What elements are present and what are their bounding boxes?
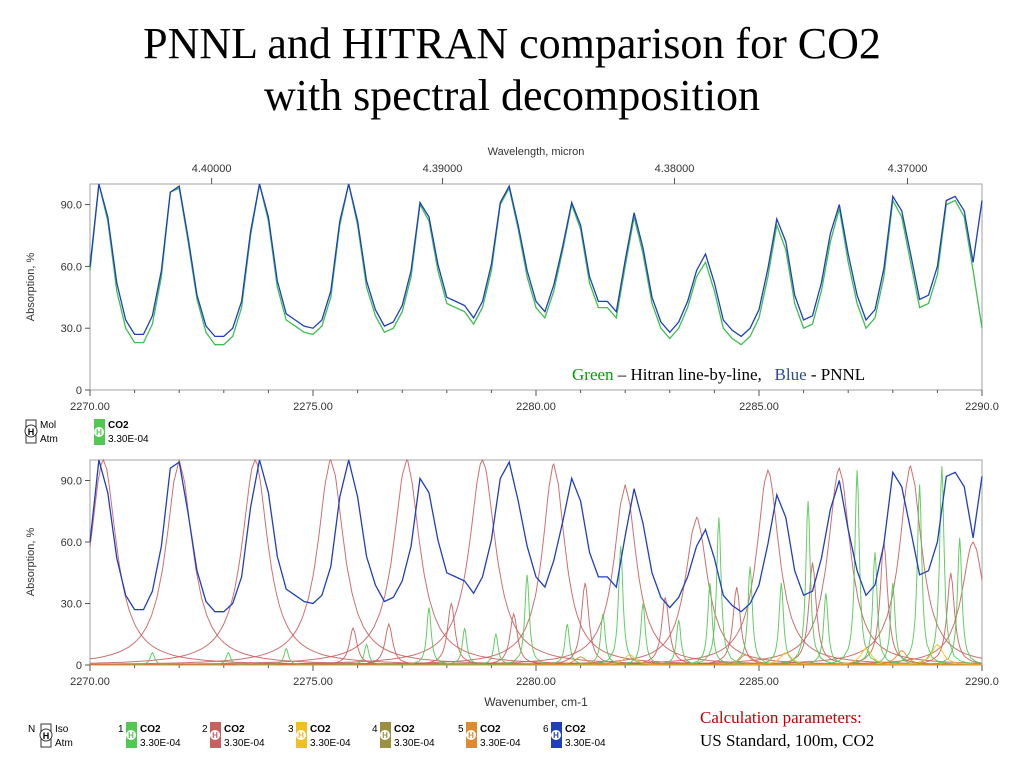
green-legend-word: Green xyxy=(572,365,614,384)
n-label: N xyxy=(28,724,35,735)
isotope-badge-icon xyxy=(296,730,306,740)
top-species-name: CO2 xyxy=(108,420,129,431)
x-tick-label: 2280.00 xyxy=(516,676,556,688)
isotope-species: CO2 xyxy=(140,724,161,735)
isotope-badge-icon xyxy=(210,730,220,740)
isotope-legend: N H Iso Atm 1HCO23.30E-042HCO23.30E-043H… xyxy=(28,722,606,749)
calc-title: Calculation parameters: xyxy=(700,708,862,727)
isotope-number: 3 xyxy=(288,724,294,735)
bottom-series-lines xyxy=(89,458,983,666)
wavelength-tick-label: 4.38000 xyxy=(655,163,695,175)
blue-legend-text: - PNNL xyxy=(806,365,866,384)
top-wavelength-ticks: 4.40000 4.39000 4.38000 4.37000 xyxy=(192,163,928,184)
y-tick-label: 30.0 xyxy=(61,599,82,611)
y-tick-label: 60.0 xyxy=(61,261,82,273)
isotope-badge-letter: H xyxy=(298,731,304,740)
atm-label: Atm xyxy=(40,434,58,445)
calculation-parameters: Calculation parameters: US Standard, 100… xyxy=(700,706,874,752)
top-header-badge: H xyxy=(28,427,35,437)
isotope-conc: 3.30E-04 xyxy=(394,738,435,749)
y-tick-label: 60.0 xyxy=(61,537,82,549)
isotope-badge-icon xyxy=(126,730,136,740)
x-tick-label: 2270.00 xyxy=(70,676,110,688)
calc-text: US Standard, 100m, CO2 xyxy=(700,731,875,750)
bottom-plot-area xyxy=(89,459,983,666)
green-legend-text: – Hitran line-by-line, xyxy=(613,365,762,384)
isotope-badge-letter: H xyxy=(553,731,559,740)
isotope-species: CO2 xyxy=(480,724,501,735)
wavelength-tick-label: 4.37000 xyxy=(888,163,928,175)
hitran-series-line xyxy=(89,183,983,346)
x-tick-label: 2280.00 xyxy=(516,401,556,413)
x-tick-label: 2285.00 xyxy=(739,676,779,688)
bottom-y-axis-label: Absorption, % xyxy=(25,528,37,597)
x-tick-label: 2290.0 xyxy=(965,401,999,413)
bottom-header-badge: H xyxy=(43,731,50,741)
isotope-species: CO2 xyxy=(310,724,331,735)
isotope-species: CO2 xyxy=(565,724,586,735)
bottom-atm-label: Atm xyxy=(55,738,73,749)
isotope-species: CO2 xyxy=(224,724,245,735)
isotope-conc: 3.30E-04 xyxy=(140,738,181,749)
co2-badge-letter: H xyxy=(96,428,102,437)
mol-label: Mol xyxy=(40,420,56,431)
isotope-badge-icon xyxy=(551,730,561,740)
top-chart-panel: Wavelength, micron 4.40000 4.39000 4.38000… xyxy=(25,146,999,413)
title-line-1: PNNL and HITRAN comparison for CO2 xyxy=(143,19,881,68)
x-tick-label: 2275.00 xyxy=(293,676,333,688)
top-x-ticks: 2270.00 2275.00 2280.00 2285.00 2290.0 xyxy=(70,390,999,413)
hitran-badge-icon xyxy=(24,424,38,438)
y-tick-label: 30.0 xyxy=(61,323,82,335)
x-tick-label: 2275.00 xyxy=(293,401,333,413)
bottom-chart-panel: 0 30.0 60.0 90.0 2270.00 2275.00 2280.00 2285.… xyxy=(25,458,999,709)
isotope-badge-letter: H xyxy=(128,731,134,740)
isotope-species: CO2 xyxy=(394,724,415,735)
isotope-conc: 3.30E-04 xyxy=(224,738,265,749)
top-plot-area xyxy=(89,183,983,391)
top-y-axis-label: Absorption, % xyxy=(25,253,37,322)
isotope-number: 4 xyxy=(372,724,378,735)
isotope-badge-letter: H xyxy=(212,731,218,740)
y-tick-label: 0 xyxy=(76,385,82,397)
top-wavelength-axis-label: Wavelength, micron xyxy=(488,146,585,158)
isotope-badge-letter: H xyxy=(382,731,388,740)
bottom-badge-icon xyxy=(39,728,53,742)
isotope-conc: 3.30E-04 xyxy=(310,738,351,749)
co2-badge-icon xyxy=(94,427,104,437)
top-series-lines xyxy=(89,183,983,346)
blue-legend-word: Blue xyxy=(774,365,807,384)
bottom-x-ticks: 2270.00 2275.00 2280.00 2285.00 2290.0 xyxy=(70,665,999,688)
bottom-x-axis-label: Wavenumber, cm-1 xyxy=(484,695,588,709)
isotope-number: 2 xyxy=(202,724,208,735)
top-species-conc: 3.30E-04 xyxy=(108,434,149,445)
y-tick-label: 90.0 xyxy=(61,200,82,212)
slide-title: PNNL and HITRAN comparison for CO2 with … xyxy=(0,18,1024,122)
bottom-y-ticks: 0 30.0 60.0 90.0 xyxy=(61,476,90,672)
wavelength-tick-label: 4.40000 xyxy=(192,163,232,175)
isotope-badge-letter: H xyxy=(468,731,474,740)
top-species-legend: H Mol Atm H CO2 3.30E-04 xyxy=(24,419,149,445)
pnnl-series-line xyxy=(89,183,983,338)
x-tick-label: 2290.0 xyxy=(965,676,999,688)
isotope-badge-icon xyxy=(380,730,390,740)
y-tick-label: 0 xyxy=(76,660,82,672)
y-tick-label: 90.0 xyxy=(61,476,82,488)
isotope-badge-icon xyxy=(466,730,476,740)
isotope-number: 6 xyxy=(543,724,549,735)
title-line-2: with spectral decomposition xyxy=(263,71,761,120)
x-tick-label: 2285.00 xyxy=(739,401,779,413)
isotope-number: 5 xyxy=(458,724,464,735)
pnnl-series-line-bottom xyxy=(89,459,983,613)
top-y-ticks: 0 30.0 60.0 90.0 xyxy=(61,200,90,397)
wavelength-tick-label: 4.39000 xyxy=(423,163,463,175)
isotope-5-line xyxy=(90,649,982,666)
isotope-conc: 3.30E-04 xyxy=(480,738,521,749)
isotope-conc: 3.30E-04 xyxy=(565,738,606,749)
iso-label: Iso xyxy=(55,724,69,735)
x-tick-label: 2270.00 xyxy=(70,401,110,413)
isotope-number: 1 xyxy=(118,724,124,735)
series-legend-note: Green – Hitran line-by-line, Blue - PNNL xyxy=(572,365,865,385)
